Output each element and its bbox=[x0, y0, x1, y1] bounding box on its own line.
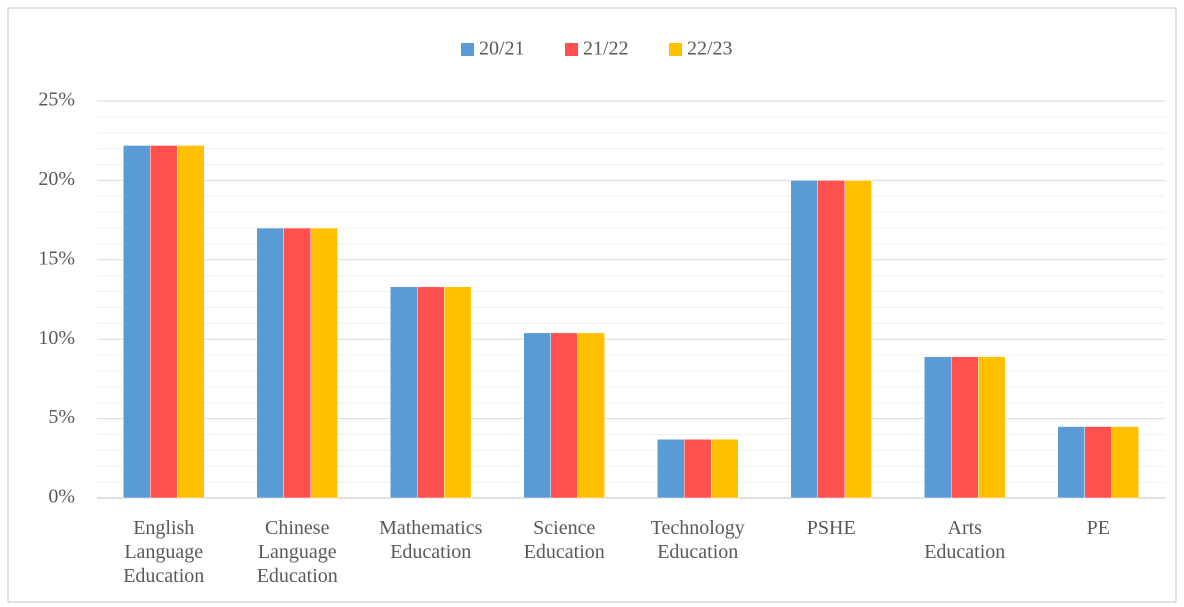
legend-label: 21/22 bbox=[583, 38, 629, 60]
bar bbox=[256, 227, 284, 499]
bar bbox=[817, 180, 845, 499]
bar bbox=[310, 227, 338, 499]
x-tick-label: Arts Education bbox=[924, 517, 1006, 563]
bar bbox=[951, 356, 979, 499]
bar bbox=[1057, 426, 1085, 499]
legend-swatch bbox=[461, 43, 474, 56]
bar bbox=[711, 438, 739, 499]
bar bbox=[444, 286, 472, 499]
x-tick-label: PE bbox=[1086, 517, 1110, 539]
bar bbox=[1084, 426, 1112, 499]
y-tick-label: 25% bbox=[38, 89, 75, 111]
bar bbox=[684, 438, 712, 499]
bar bbox=[417, 286, 445, 499]
bar bbox=[123, 145, 151, 499]
bar bbox=[790, 180, 818, 499]
bar bbox=[657, 438, 685, 499]
x-tick-label: Chinese Language Education bbox=[256, 517, 338, 587]
x-tick-label: English Language Education bbox=[123, 517, 205, 587]
bar bbox=[844, 180, 872, 499]
legend-label: 20/21 bbox=[479, 38, 525, 60]
y-tick-label: 10% bbox=[38, 327, 75, 349]
bar bbox=[150, 145, 178, 499]
bar bbox=[390, 286, 418, 499]
y-tick-label: 5% bbox=[48, 406, 75, 428]
legend-swatch bbox=[669, 43, 682, 56]
x-tick-label: Technology Education bbox=[650, 517, 745, 563]
bar bbox=[283, 227, 311, 499]
y-tick-label: 20% bbox=[38, 168, 75, 190]
bar bbox=[924, 356, 952, 499]
x-tick-label: Mathematics Education bbox=[379, 517, 483, 563]
y-tick-label: 15% bbox=[38, 247, 75, 269]
bar bbox=[550, 332, 578, 499]
y-tick-label: 0% bbox=[48, 486, 75, 508]
legend-label: 22/23 bbox=[687, 38, 733, 60]
bar bbox=[577, 332, 605, 499]
bar bbox=[177, 145, 205, 499]
bar bbox=[978, 356, 1006, 499]
bar bbox=[523, 332, 551, 499]
bar bbox=[1111, 426, 1139, 499]
x-tick-label: PSHE bbox=[806, 517, 856, 539]
x-tick-label: Science Education bbox=[523, 517, 605, 563]
legend-swatch bbox=[565, 43, 578, 56]
